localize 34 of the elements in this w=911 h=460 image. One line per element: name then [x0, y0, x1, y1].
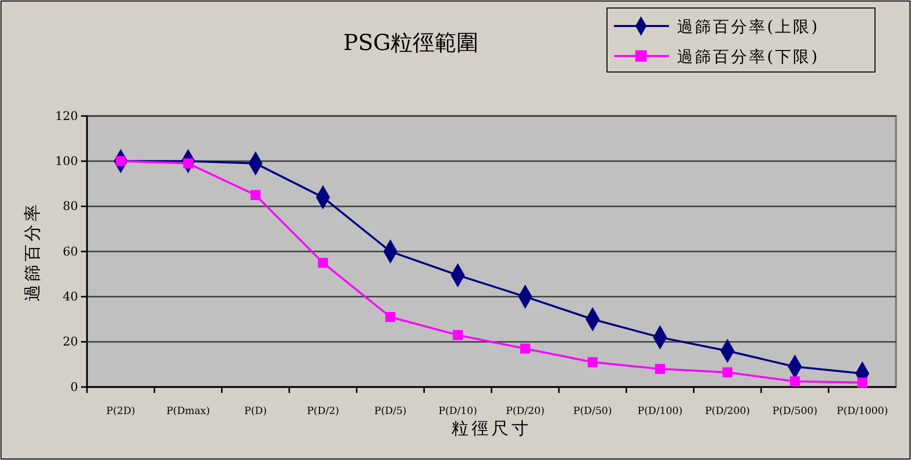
x-tick-label: P(D/20)	[506, 406, 545, 417]
y-tick-label: 40	[62, 290, 78, 304]
y-tick-label: 60	[62, 244, 78, 258]
point	[722, 367, 732, 378]
point	[520, 344, 530, 354]
legend-label: 過篩百分率(上限)	[677, 17, 820, 36]
point	[790, 376, 800, 386]
x-tick-label: P(D/50)	[573, 406, 612, 417]
x-tick-label: P(D/1000)	[836, 406, 888, 417]
point	[452, 330, 463, 340]
point	[588, 357, 598, 368]
chart-title: PSG粒徑範圍	[343, 31, 479, 56]
x-tick-label: P(D)	[244, 406, 267, 417]
x-axis-title: 粒徑尺寸	[452, 419, 532, 439]
y-tick-label: 120	[55, 108, 78, 123]
legend-label: 過篩百分率(下限)	[677, 47, 820, 66]
x-tick-label: P(D/500)	[772, 406, 818, 417]
x-tick-label: P(D/10)	[438, 406, 478, 417]
x-tick-label: P(D/100)	[638, 406, 683, 417]
y-tick-label: 20	[62, 334, 78, 349]
y-axis-title: 過篩百分率	[23, 202, 43, 302]
x-tick-label: P(D/200)	[704, 406, 750, 417]
point	[250, 190, 261, 200]
x-tick-label: P(Dmax)	[166, 406, 210, 417]
point	[857, 377, 868, 388]
y-tick-label: 100	[55, 154, 78, 168]
y-tick-label: 80	[62, 199, 78, 214]
x-tick-label: P(D/5)	[374, 406, 407, 417]
x-tick-label: P(D/2)	[306, 406, 340, 417]
x-tick-label: P(2D)	[106, 406, 136, 417]
point	[318, 258, 328, 268]
y-tick-label: 0	[70, 380, 78, 394]
point	[655, 364, 666, 374]
point	[385, 312, 396, 322]
